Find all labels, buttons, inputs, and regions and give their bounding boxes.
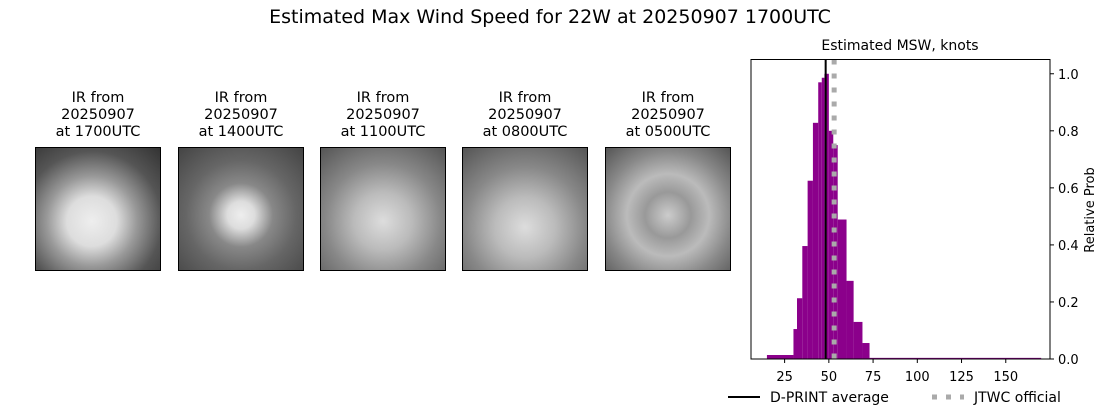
panel-title-line3: at 1400UTC: [198, 124, 284, 140]
panel-title-line2: 20250907: [488, 107, 562, 123]
ir-satellite-image: [178, 147, 304, 271]
histogram-bar: [818, 82, 822, 360]
legend-label: JTWC official: [973, 390, 1061, 406]
y-tick-label: 0.4: [1058, 239, 1079, 254]
panel-title-line1: IR from: [356, 90, 410, 106]
ir-panel-3: IR from 20250907 at 1100UTC: [320, 90, 446, 271]
histogram-bar: [833, 145, 838, 359]
panel-title-line2: 20250907: [61, 107, 135, 123]
panel-title-line1: IR from: [71, 90, 125, 106]
panel-title-line3: at 0800UTC: [482, 124, 568, 140]
y-tick-label: 0.0: [1058, 353, 1079, 368]
panel-title-line2: 20250907: [631, 107, 705, 123]
panel-title-line2: 20250907: [346, 107, 420, 123]
x-tick-label: 50: [821, 370, 838, 385]
x-tick-label: 150: [993, 370, 1018, 385]
histogram-bar: [862, 343, 870, 359]
legend-label: D-PRINT average: [770, 390, 889, 406]
y-tick-label: 0.6: [1058, 182, 1079, 197]
histogram-bar: [853, 321, 863, 359]
histogram-bar: [793, 329, 797, 359]
histogram-bar: [846, 280, 854, 359]
histogram-bar: [802, 246, 808, 359]
chart-title: Estimated MSW, knots: [821, 38, 978, 54]
x-tick-label: 75: [865, 370, 882, 385]
y-tick-label: 0.2: [1058, 296, 1079, 311]
figure-title: Estimated Max Wind Speed for 22W at 2025…: [269, 6, 831, 28]
plot-frame: [750, 59, 1051, 360]
histogram-bar: [812, 122, 819, 359]
ir-panel-2: IR from 20250907 at 1400UTC: [178, 90, 304, 271]
panel-title-line1: IR from: [214, 90, 268, 106]
x-tick-label: 125: [949, 370, 974, 385]
histogram-bar: [869, 357, 1042, 359]
histogram-bar: [828, 130, 834, 359]
y-tick-label: 0.8: [1058, 125, 1079, 140]
histogram-bar: [837, 219, 847, 359]
panel-title-line1: IR from: [641, 90, 695, 106]
histogram-bar: [807, 180, 813, 359]
histogram-bar: [821, 77, 825, 359]
x-tick-label: 100: [905, 370, 930, 385]
ir-panel-5: IR from 20250907 at 0500UTC: [605, 90, 731, 271]
histogram-bar: [797, 298, 803, 359]
panel-title-line1: IR from: [498, 90, 552, 106]
panel-title-line3: at 1700UTC: [55, 124, 141, 140]
histogram-bar: [766, 355, 794, 359]
panel-title-line3: at 0500UTC: [625, 124, 711, 140]
y-tick-label: 1.0: [1058, 68, 1079, 83]
ir-satellite-image: [605, 147, 731, 271]
ir-satellite-image: [462, 147, 588, 271]
x-tick-label: 25: [776, 370, 793, 385]
ir-panel-4: IR from 20250907 at 0800UTC: [462, 90, 588, 271]
ir-panel-1: IR from 20250907 at 1700UTC: [35, 90, 161, 271]
ir-satellite-image: [35, 147, 161, 271]
panel-title-line2: 20250907: [204, 107, 278, 123]
y-axis-label: Relative Prob: [1083, 167, 1098, 252]
ir-satellite-image: [320, 147, 446, 271]
panel-title-line3: at 1100UTC: [340, 124, 426, 140]
